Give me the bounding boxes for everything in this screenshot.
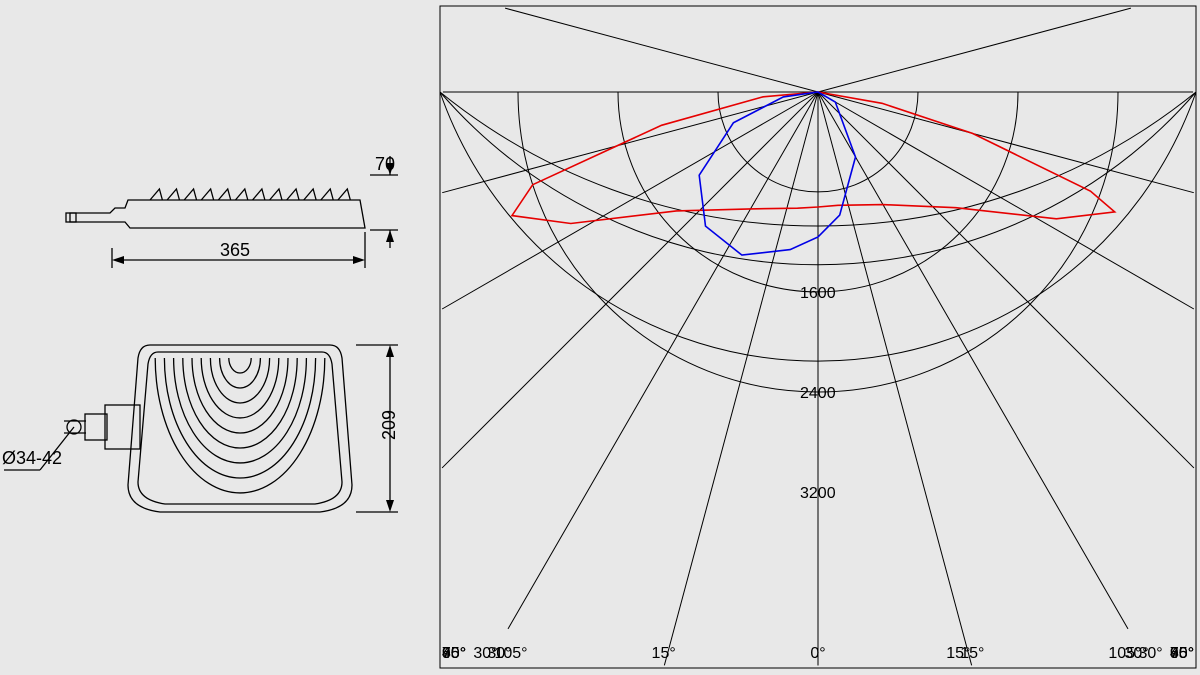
angle-label: 45° — [1170, 645, 1194, 662]
angle-label: 30° — [1138, 645, 1162, 662]
angle-label: 0° — [810, 645, 825, 662]
dim-length: 365 — [220, 240, 250, 260]
figure-container: 365 70 Ø34-42 209 — [0, 0, 1200, 675]
top-view-drawing: Ø34-42 209 — [2, 345, 399, 512]
angle-label: 30° — [473, 645, 497, 662]
figure-svg: 365 70 Ø34-42 209 — [0, 0, 1200, 675]
dim-width: 209 — [379, 410, 399, 440]
angle-label: 15° — [652, 645, 676, 662]
angle-label: 45° — [442, 645, 466, 662]
polar-curve-red — [512, 92, 1115, 224]
ring-label: 2400 — [800, 385, 836, 402]
ring-label: 3200 — [800, 485, 836, 502]
side-view-drawing: 365 70 — [66, 154, 398, 268]
dim-diameter: Ø34-42 — [2, 448, 62, 468]
polar-chart: 160024003200105°90°75°60°45°30°15°105°90… — [440, 6, 1196, 668]
ring-label: 1600 — [800, 285, 836, 302]
dim-height: 70 — [375, 154, 395, 174]
angle-label: 15° — [960, 645, 984, 662]
